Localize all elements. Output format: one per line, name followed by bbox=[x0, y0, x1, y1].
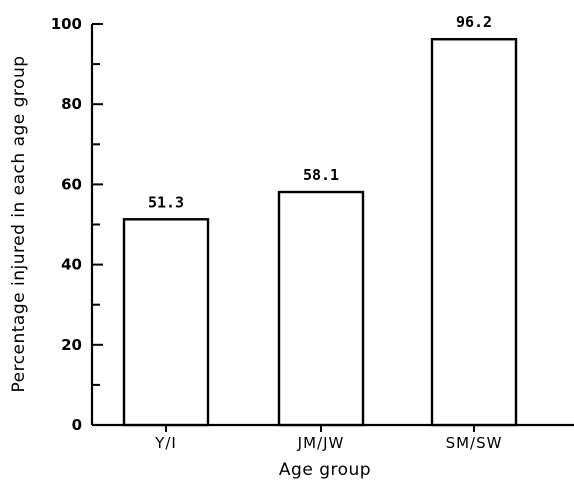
data-label: 96.2 bbox=[456, 13, 492, 31]
y-tick-label: 0 bbox=[72, 416, 82, 434]
y-axis-title: Percentage injured in each age group bbox=[9, 55, 29, 392]
x-tick-label: Y/I bbox=[154, 434, 177, 452]
bars: 51.3 58.1 96.2 bbox=[122, 13, 518, 427]
x-axis-title: Age group bbox=[279, 460, 371, 480]
data-label: 51.3 bbox=[148, 193, 184, 211]
y-tick-label: 100 bbox=[51, 15, 82, 33]
x-tick-label: JM/JW bbox=[297, 434, 345, 452]
bar bbox=[122, 218, 210, 427]
bar bbox=[430, 38, 518, 427]
y-ticks: 0 20 40 60 80 100 bbox=[51, 15, 103, 434]
y-tick-label: 20 bbox=[61, 336, 82, 354]
bar bbox=[277, 190, 365, 427]
data-label: 58.1 bbox=[303, 166, 339, 184]
y-tick-label: 60 bbox=[61, 175, 82, 193]
y-tick-label: 40 bbox=[61, 256, 82, 274]
x-tick-label: SM/SW bbox=[446, 434, 503, 452]
x-tick-labels: Y/I JM/JW SM/SW bbox=[154, 425, 503, 452]
y-tick-label: 80 bbox=[61, 95, 82, 113]
